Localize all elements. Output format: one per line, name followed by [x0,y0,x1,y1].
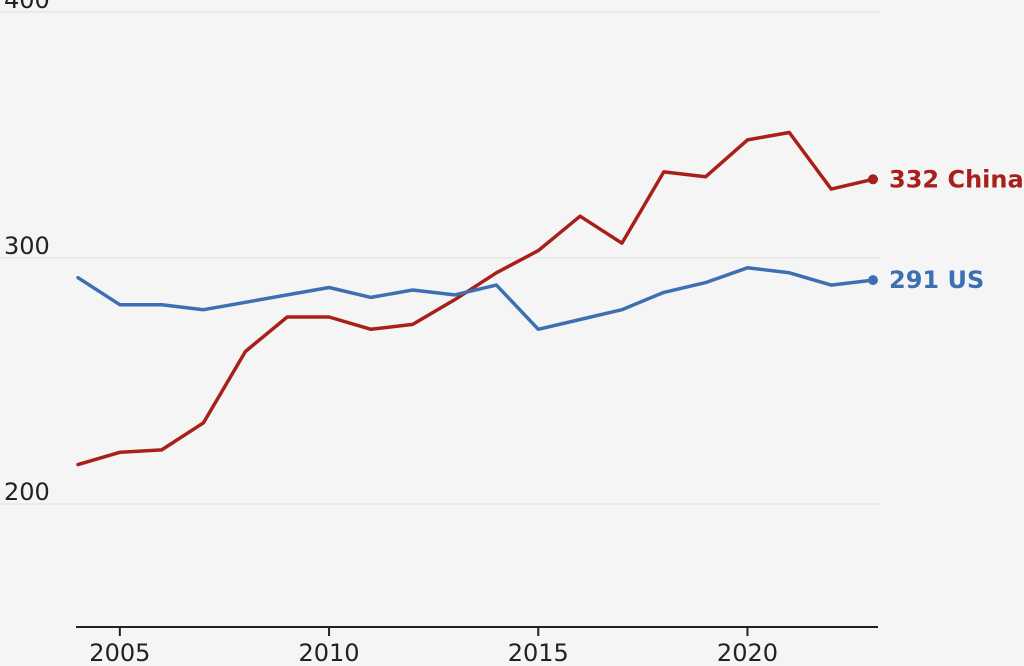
y-tick-label: 200 [4,478,50,506]
series-end-point-china [868,174,878,185]
y-tick-label: 300 [4,232,50,260]
series-end-label-china: 332 China [889,165,1024,193]
y-tick-label: 400 [4,0,50,14]
x-tick-label: 2005 [89,639,150,666]
series-line-us [76,266,875,332]
x-axis: 2005 2010 2015 2020 [76,626,878,666]
x-tick-label: 2010 [299,639,360,666]
series-end-point-us [868,275,878,286]
x-tick-label: 2020 [717,639,778,666]
gridlines: 200 300 400 [0,0,880,506]
series-end-label-us: 291 US [889,266,984,294]
series-end-labels: 332 China 291 US [889,165,1024,294]
series-lines [76,130,878,467]
series-line-china [76,130,875,467]
x-tick-label: 2015 [508,639,569,666]
